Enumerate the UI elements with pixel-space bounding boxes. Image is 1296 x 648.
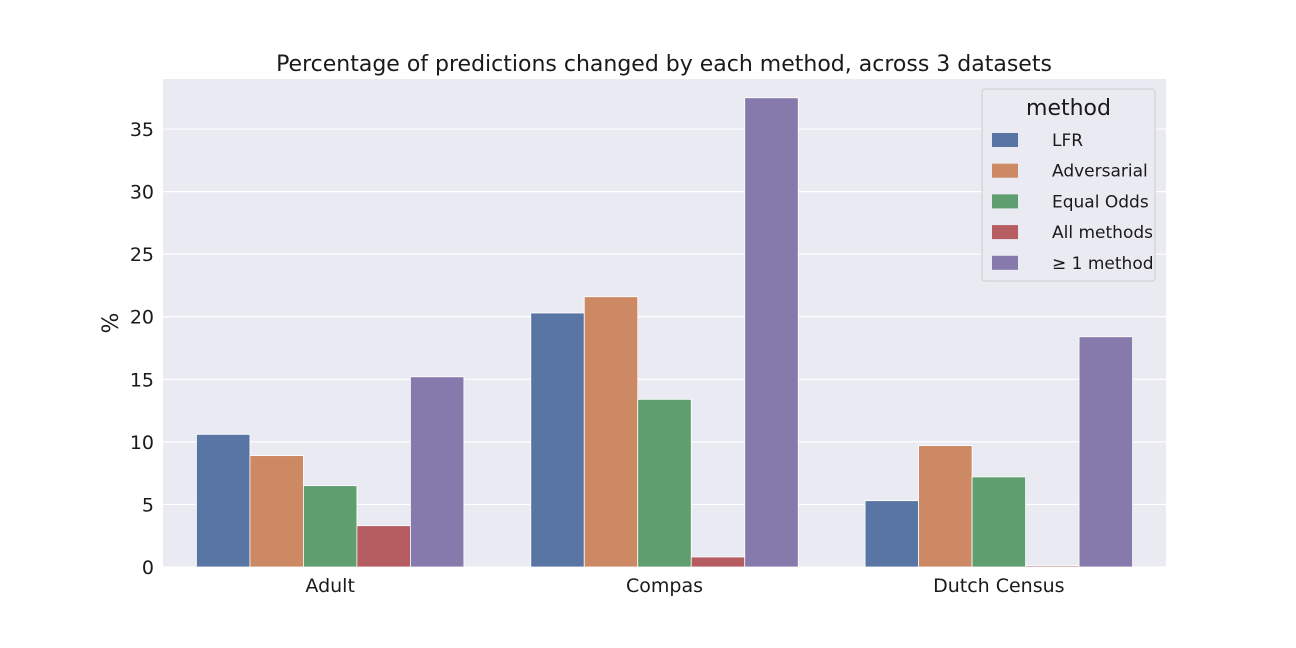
legend-swatch [992,163,1018,178]
bar [196,433,251,568]
legend-label: LFR [1052,131,1083,151]
y-tick-label: 0 [142,557,154,579]
bar [971,476,1026,568]
legend: method LFR Adversarial Equal Odds All method… [981,88,1156,282]
legend-label: ≥ 1 method [1052,254,1154,274]
legend-label: Equal Odds [1052,192,1149,212]
x-axis-ticks: Adult Compas Dutch Census [305,575,1064,597]
legend-swatch [992,225,1018,240]
bar [249,455,304,568]
y-axis-label: % [99,313,124,334]
bar [530,312,585,568]
legend-swatch [992,133,1018,147]
bar [918,445,973,568]
bar [356,525,411,568]
bar [744,97,799,568]
y-tick-label: 30 [130,182,154,204]
legend-box [981,88,1156,282]
y-tick-label: 25 [130,244,154,266]
legend-title: method [1026,96,1111,121]
bar [1078,336,1133,568]
legend-label: All methods [1052,223,1153,243]
bar [410,376,465,568]
bar [864,500,919,568]
y-tick-label: 35 [130,119,154,141]
y-axis-ticks: 0 5 10 15 20 25 30 35 [130,119,154,579]
bars [196,97,1133,568]
bar [1025,565,1080,568]
bar [583,296,639,568]
bar [303,485,358,568]
y-tick-label: 5 [142,494,154,516]
y-tick-label: 20 [130,307,154,329]
bar [637,398,692,568]
bar [690,556,746,568]
x-tick-label: Adult [305,575,355,597]
x-tick-label: Dutch Census [933,575,1065,597]
y-tick-label: 15 [130,369,154,391]
legend-swatch [992,194,1018,209]
legend-swatch [992,255,1018,270]
y-tick-label: 10 [130,432,154,454]
x-tick-label: Compas [626,575,703,597]
chart-title: Percentage of predictions changed by eac… [276,52,1052,77]
legend-label: Adversarial [1052,162,1148,182]
